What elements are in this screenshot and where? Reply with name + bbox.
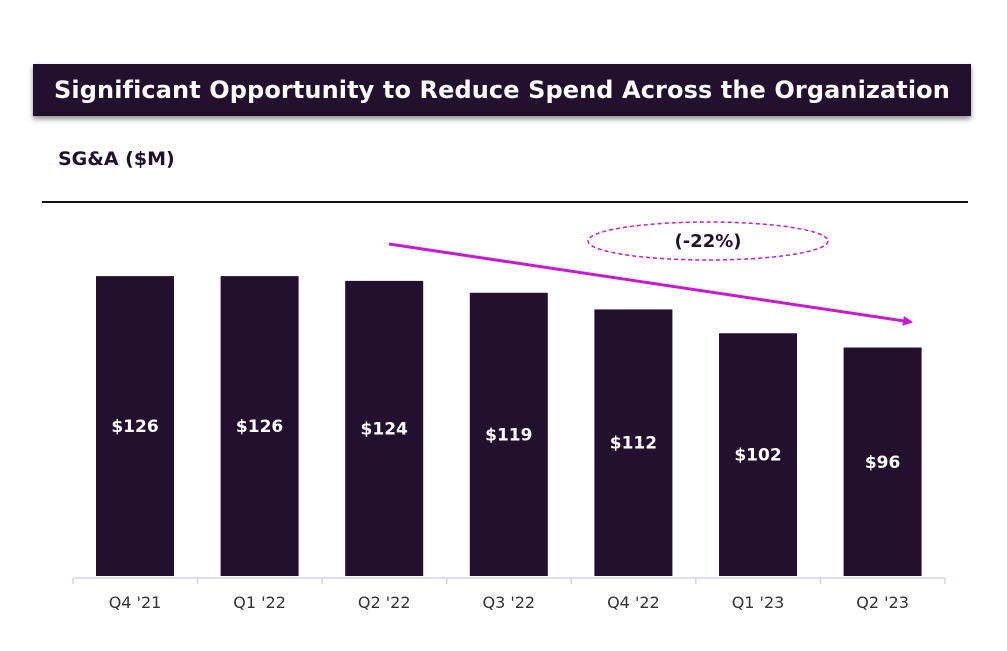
trend-arrow [388,242,913,326]
bar-2 [345,280,424,576]
annotation-label: (-22%) [674,231,741,252]
bar-value-label: $96 [865,453,901,473]
bar-5 [719,333,797,576]
bar-4 [594,309,673,576]
chart-subtitle: SG&A ($M) [58,148,175,170]
bar-3 [469,292,548,576]
x-tick-label: Q4 '22 [607,593,660,612]
x-tick-label: Q4 '21 [109,593,162,612]
x-axis: Q4 '21 Q1 '22 Q2 '22 Q3 '22 Q4 '22 Q1 '23 Q2 '… [72,577,946,612]
x-tick-label: Q2 '23 [856,593,909,612]
x-tick-label: Q1 '22 [233,593,286,612]
page-title: Significant Opportunity to Reduce Spend … [54,76,950,104]
bar-value-label: $126 [111,417,158,437]
bar-value-label: $126 [236,417,283,437]
bar-6 [843,347,922,576]
annotation-ellipse [587,221,829,261]
x-tick-label: Q3 '22 [482,593,535,612]
bar-0 [96,276,174,576]
bar-value-label: $112 [610,434,657,454]
bar-value-label: $124 [361,419,408,439]
bar-value-label: $119 [485,425,532,445]
x-tick-label: Q1 '23 [732,593,785,612]
bar-value-label: $102 [734,446,781,466]
trend-annotation: (-22%) [388,221,913,326]
header-divider [42,201,968,203]
x-tick-label: Q2 '22 [358,593,411,612]
bar-1 [220,276,299,576]
title-banner: Significant Opportunity to Reduce Spend … [33,64,971,116]
bars-layer: $126 $126 $124 $119 $112 $102 $96 [96,276,922,576]
